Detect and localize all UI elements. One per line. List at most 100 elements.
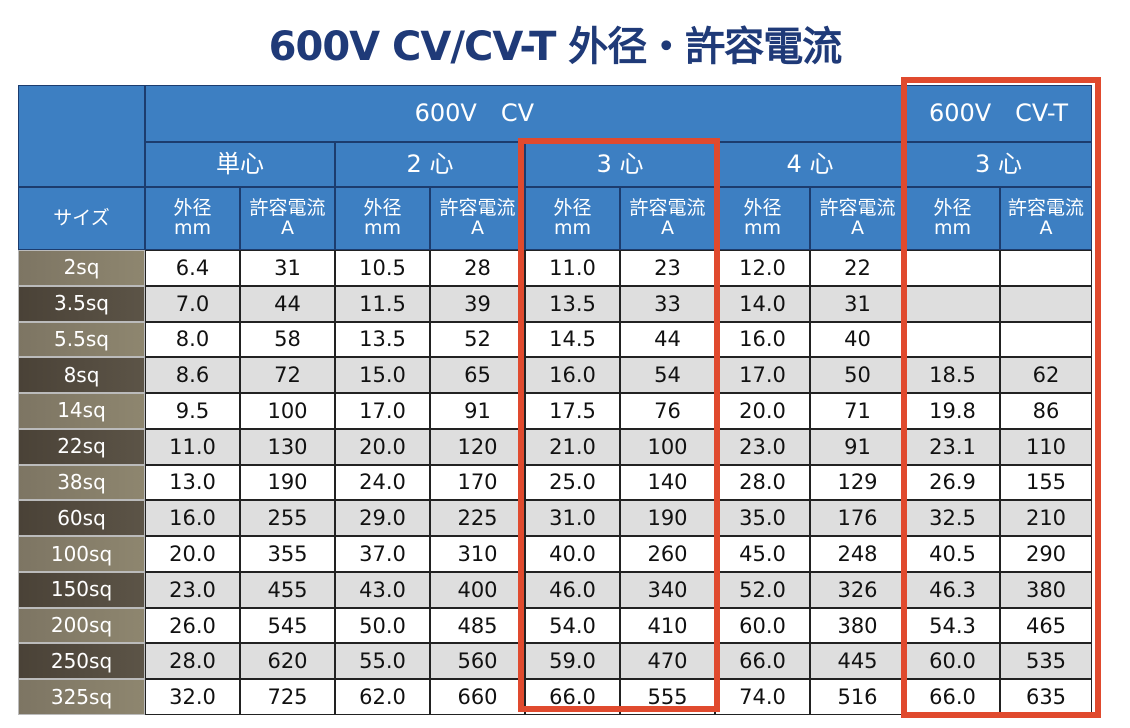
cell-text: 40: [844, 327, 871, 352]
cell-text: 130: [267, 434, 308, 459]
cell-text: mm: [553, 216, 592, 239]
data-cell: 16.0: [145, 500, 240, 537]
data-cell: [905, 285, 1000, 322]
data-cell: 100: [620, 428, 715, 465]
cell-text: A: [281, 216, 294, 239]
cell-text: 91: [464, 398, 491, 423]
group-header: 600V CV-T: [905, 85, 1092, 142]
cell-text: 46.0: [549, 577, 596, 602]
size-cell: 150sq: [18, 571, 145, 608]
data-cell: 410: [620, 607, 715, 644]
cell-text: mm: [743, 216, 782, 239]
cell-text: 100sq: [50, 541, 113, 566]
cell-text: 13.0: [169, 470, 216, 495]
cell-text: 6.4: [175, 255, 210, 280]
size-cell: 2sq: [18, 250, 145, 286]
data-cell: 190: [240, 464, 335, 501]
data-cell: 74.0: [715, 679, 810, 715]
data-cell: 54.3: [905, 607, 1000, 644]
data-cell: 32.5: [905, 500, 1000, 537]
cell-text: 225: [457, 506, 498, 531]
cell-text: 54.0: [549, 613, 596, 638]
data-cell: 76: [620, 393, 715, 429]
cell-text: 17.5: [549, 398, 596, 423]
cell-text: 9.5: [175, 398, 210, 423]
cell-text: A: [661, 216, 674, 239]
data-cell: 310: [430, 536, 525, 572]
column-header: 許容電流 A: [240, 187, 335, 250]
cell-text: 31: [844, 291, 871, 316]
data-cell: 29.0: [335, 500, 430, 537]
cell-text: 100: [267, 398, 308, 423]
cell-text: 単心: [216, 149, 264, 178]
cell-text: 340: [647, 577, 688, 602]
data-cell: 52: [430, 321, 525, 358]
cell-text: 54: [654, 363, 681, 388]
cell-text: 31.0: [549, 506, 596, 531]
cell-text: 660: [457, 685, 498, 710]
cell-text: 14.0: [739, 291, 786, 316]
subgroup-header: 単心: [145, 142, 335, 187]
cell-text: 23: [654, 255, 681, 280]
data-cell: 11.5: [335, 285, 430, 322]
size-cell: 22sq: [18, 428, 145, 465]
data-cell: 60.0: [715, 607, 810, 644]
data-cell: 17.0: [715, 357, 810, 394]
data-cell: 71: [810, 393, 905, 429]
column-header: 外径 mm: [145, 187, 240, 250]
cell-text: 210: [1025, 506, 1067, 531]
data-cell: 50: [810, 357, 905, 394]
cell-text: 380: [1025, 577, 1067, 602]
cell-text: 11.5: [359, 291, 406, 316]
cell-text: 25.0: [549, 470, 596, 495]
cell-text: 155: [1025, 470, 1067, 495]
data-cell: 23.0: [145, 571, 240, 608]
data-cell: 26.0: [145, 607, 240, 644]
cell-text: A: [1039, 216, 1053, 239]
cell-text: 35.0: [739, 506, 786, 531]
data-cell: 86: [1000, 393, 1092, 429]
data-cell: 62.0: [335, 679, 430, 715]
cell-text: 37.0: [359, 542, 406, 566]
data-cell: 12.0: [715, 250, 810, 286]
data-cell: 326: [810, 571, 905, 608]
column-header: 許容電流 A: [1000, 187, 1092, 250]
cell-text: 100: [647, 434, 688, 459]
data-cell: 545: [240, 607, 335, 644]
data-cell: 340: [620, 571, 715, 608]
cell-text: 20.0: [359, 434, 406, 459]
cell-text: 17.0: [359, 398, 406, 423]
data-cell: 17.5: [525, 393, 620, 429]
cell-text: A: [471, 216, 484, 239]
data-cell: 210: [1000, 500, 1092, 537]
cell-text: 52.0: [739, 577, 786, 602]
data-cell: 255: [240, 500, 335, 537]
data-cell: 20.0: [715, 393, 810, 429]
cell-text: 22: [844, 255, 871, 280]
data-cell: 18.5: [905, 357, 1000, 394]
cell-text: 140: [647, 470, 688, 495]
subgroup-header: 3 心: [525, 142, 715, 187]
cell-text: 72: [274, 363, 301, 388]
cell-text: 23.1: [929, 434, 976, 459]
data-cell: 31: [810, 285, 905, 322]
data-cell: 725: [240, 679, 335, 715]
cell-text: 355: [267, 542, 308, 566]
cell-text: 485: [457, 613, 498, 638]
data-cell: 445: [810, 643, 905, 680]
cell-text: 32.0: [169, 685, 216, 710]
data-cell: 52.0: [715, 571, 810, 608]
data-cell: 54: [620, 357, 715, 394]
data-cell: 11.0: [145, 428, 240, 465]
cell-text: 66.0: [929, 685, 976, 710]
data-cell: 43.0: [335, 571, 430, 608]
size-cell: 200sq: [18, 607, 145, 644]
data-cell: 140: [620, 464, 715, 501]
data-cell: 40: [810, 321, 905, 358]
cell-text: サイズ: [53, 206, 110, 229]
data-cell: 23.1: [905, 428, 1000, 465]
data-cell: 17.0: [335, 393, 430, 429]
data-cell: 46.3: [905, 571, 1000, 608]
data-cell: 35.0: [715, 500, 810, 537]
cell-text: 外径: [933, 196, 972, 219]
